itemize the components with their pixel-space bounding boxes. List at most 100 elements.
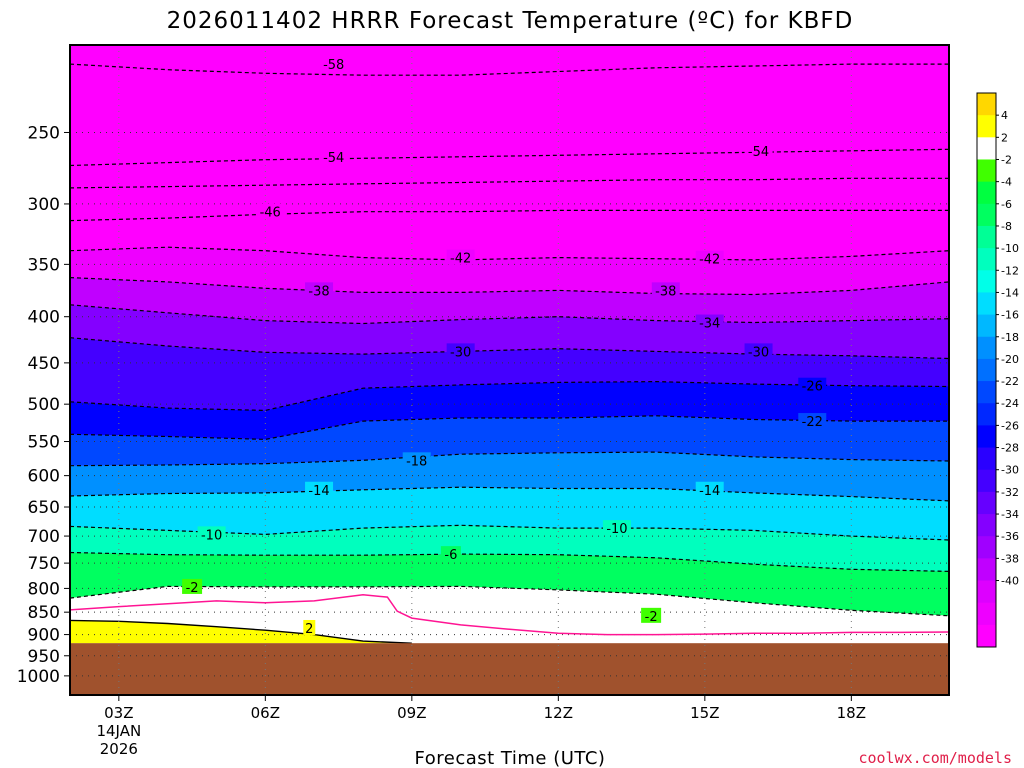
temperature-bands: [70, 45, 949, 695]
colorbar-cell: [977, 514, 996, 537]
isotherm-label: -14: [699, 484, 720, 499]
label-bg: [798, 413, 827, 429]
isotherm-label: -38: [308, 284, 329, 299]
colorbar-label: 2: [1001, 131, 1008, 144]
colorbar-label: -14: [1001, 286, 1019, 299]
credit-link[interactable]: coolwx.com/models: [858, 749, 1012, 767]
isotherm-label: -6: [444, 548, 457, 563]
x-tick-label: 12Z: [544, 704, 573, 722]
band--38: [70, 277, 949, 324]
x-tick-label: 15Z: [690, 704, 719, 722]
colorbar-cell: [977, 115, 996, 138]
y-tick-label: 600: [28, 467, 60, 487]
colorbar-cell: [977, 580, 996, 604]
plot-frame: [69, 44, 950, 696]
colorbar-label: -4: [1001, 176, 1012, 189]
colorbar-cell: [977, 159, 996, 183]
y-tick-label: 250: [28, 123, 60, 143]
colorbar-label: -18: [1001, 331, 1019, 344]
y-tick-label: 350: [28, 255, 60, 275]
isotherm-label: -26: [802, 380, 823, 395]
label-bg: [798, 377, 827, 393]
y-tick-label: 800: [28, 579, 60, 599]
label-bg: [182, 578, 203, 594]
label-bg: [651, 282, 680, 298]
colorbar-label: -32: [1001, 486, 1019, 499]
label-bg: [744, 142, 773, 158]
colorbar-cell: [977, 469, 996, 493]
y-axis: 250 300 350 400 450 500 550 600 650 700 750 800 850 9…: [17, 123, 70, 687]
label-bg: [197, 526, 226, 542]
band--46: [70, 210, 949, 260]
colorbar-cell: [977, 137, 996, 160]
isotherm-label: 2: [305, 622, 313, 637]
isotherm-label: -10: [606, 522, 627, 537]
band--42: [70, 247, 949, 295]
isotherm--2: [70, 585, 949, 617]
band--14: [70, 487, 949, 540]
colorbar-cell: [977, 358, 996, 382]
x-tick-label: 06Z: [251, 704, 280, 722]
colorbar-label: -26: [1001, 419, 1019, 432]
colorbar-label: -34: [1001, 508, 1019, 521]
colorbar-label: -20: [1001, 353, 1019, 366]
label-bg: [744, 343, 773, 359]
band--58: [70, 64, 949, 166]
colorbar-label: 4: [1001, 109, 1008, 122]
isotherm--22: [70, 415, 949, 441]
isotherm-label: -2: [645, 610, 658, 625]
y-tick-label: 650: [28, 498, 60, 518]
isotherm-label: -46: [260, 206, 281, 221]
colorbar-cell: [977, 624, 996, 648]
isotherm-0: [70, 593, 949, 636]
colorbar-cell: [977, 181, 996, 205]
isotherm-label: -2: [186, 581, 199, 596]
grid-lines: [70, 45, 949, 695]
chart-title: 2026011402 HRRR Forecast Temperature (ºC…: [167, 8, 854, 34]
isotherm-labels: -58-54 -54-46-42 -42-38 -38-34-30 -30-26-22-…: [182, 56, 827, 637]
label-bg: [319, 56, 348, 72]
colorbar-label: -24: [1001, 397, 1019, 410]
colorbar-cell: [977, 602, 996, 626]
isotherm-label: -22: [802, 415, 823, 430]
isotherm-2: [70, 619, 412, 644]
x-tick-date-label: 14JAN: [96, 722, 141, 740]
colorbar-label: -28: [1001, 442, 1019, 455]
y-tick-label: 500: [28, 395, 60, 415]
ground-fill: [70, 643, 949, 695]
band--18: [70, 452, 949, 501]
band--54: [70, 149, 949, 188]
y-tick-label: 850: [28, 603, 60, 623]
plot-area: -58-54 -54-46-42 -42-38 -38-34-30 -30-26-22-…: [70, 45, 949, 695]
isotherm-label: -34: [699, 317, 720, 332]
ground-terrain: [70, 643, 949, 695]
y-tick-label: 450: [28, 354, 60, 374]
colorbar-cell: [977, 558, 996, 582]
label-bg: [695, 250, 724, 266]
colorbar-label: -30: [1001, 464, 1019, 477]
isotherm-label: -10: [201, 528, 222, 543]
label-bg: [319, 148, 348, 164]
colorbar: 4 2 -2 -4 -6 -8 -10 -12 -14 -16 -18 -20 -22 -24 -26 -28…: [976, 92, 1019, 648]
colorbar-cell: [977, 93, 996, 116]
y-tick-label: 700: [28, 527, 60, 547]
x-tick-label: 09Z: [397, 704, 426, 722]
isotherm-label: -38: [655, 284, 676, 299]
y-tick-label: 550: [28, 433, 60, 453]
label-bg: [305, 481, 334, 497]
band--26: [70, 381, 949, 440]
label-bg: [695, 481, 724, 497]
warm-region: [70, 619, 412, 644]
label-bg: [602, 520, 631, 536]
colorbar-cell: [977, 536, 996, 559]
isotherm-label: -42: [450, 252, 471, 267]
colorbar-label: -10: [1001, 242, 1019, 255]
x-tick-date-label: 2026: [100, 740, 138, 758]
y-tick-label: 1000: [17, 667, 60, 687]
colorbar-cell: [977, 425, 996, 449]
band--34: [70, 304, 949, 359]
x-axis-label: Forecast Time (UTC): [415, 748, 606, 768]
colorbar-label: -36: [1001, 530, 1019, 543]
label-bg: [402, 452, 431, 468]
